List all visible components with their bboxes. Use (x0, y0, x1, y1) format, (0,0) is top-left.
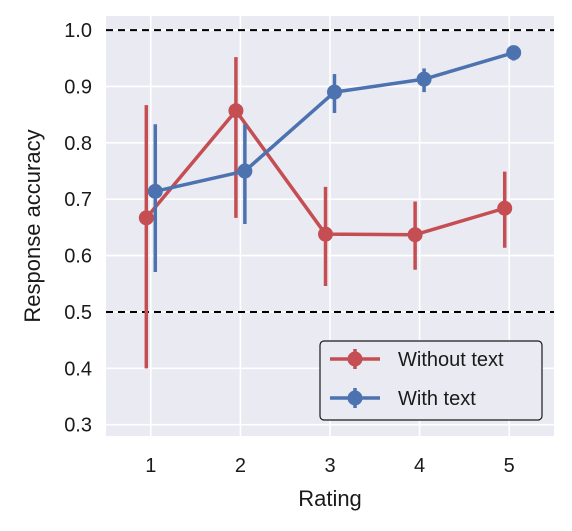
legend-marker-dot (347, 390, 363, 406)
y-tick-label: 0.6 (64, 246, 92, 268)
legend-label: With text (398, 388, 476, 410)
series-without-text (138, 57, 513, 369)
series-with-text (147, 45, 522, 272)
data-point (138, 210, 154, 226)
legend: Without text With text (319, 340, 543, 421)
y-tick-label: 0.9 (64, 76, 92, 98)
data-point (237, 163, 253, 179)
data-point (318, 226, 334, 242)
reference-lines (106, 29, 554, 313)
legend-label: Without text (398, 349, 504, 371)
x-tick-label: 2 (235, 455, 246, 477)
y-axis-ticks: 0.3 0.4 0.5 0.6 0.7 0.8 0.9 1.0 (64, 20, 92, 437)
y-axis-label: Response accuracy (20, 129, 45, 322)
data-point (497, 200, 513, 216)
data-point (147, 183, 163, 199)
y-tick-label: 0.3 (64, 415, 92, 437)
data-point (506, 45, 522, 61)
y-tick-label: 1.0 (64, 20, 92, 42)
legend-entry-without-text: Without text (330, 349, 504, 371)
legend-marker-dot (347, 351, 363, 367)
series-layer (138, 45, 522, 369)
data-point (416, 71, 432, 87)
y-tick-label: 0.7 (64, 189, 92, 211)
x-axis-ticks: 1 2 3 4 5 (145, 455, 515, 477)
legend-entry-with-text: With text (330, 388, 476, 410)
data-point (228, 103, 244, 119)
x-tick-label: 1 (145, 455, 156, 477)
x-tick-label: 3 (324, 455, 335, 477)
x-tick-label: 4 (414, 455, 425, 477)
data-point (326, 84, 342, 100)
data-point (407, 227, 423, 243)
y-tick-label: 0.5 (64, 302, 92, 324)
y-tick-label: 0.4 (64, 358, 92, 380)
y-tick-label: 0.8 (64, 133, 92, 155)
x-axis-label: Rating (298, 486, 362, 511)
x-tick-label: 5 (504, 455, 515, 477)
